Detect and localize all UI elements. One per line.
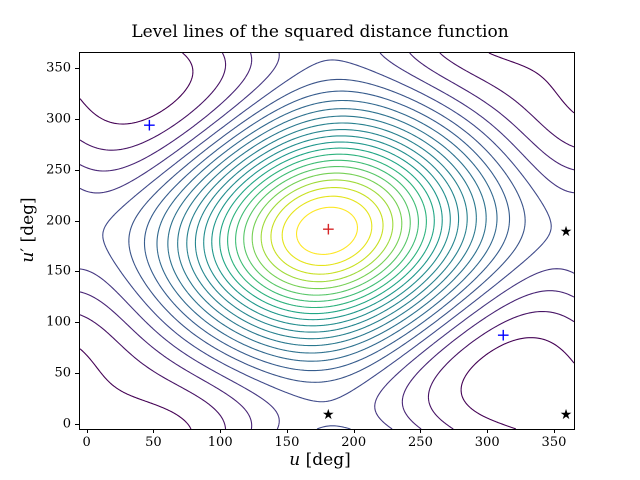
y-tick-mark: [75, 373, 79, 375]
contour-plot-svg: [80, 53, 574, 429]
y-tick-label: 100: [46, 314, 71, 330]
x-axis-label: u [deg]: [289, 450, 351, 470]
contour-line: [227, 153, 427, 309]
contour-line: [80, 53, 574, 429]
x-tick-mark: [487, 429, 489, 433]
x-tick-mark: [220, 429, 222, 433]
x-tick-mark: [286, 429, 288, 433]
x-tick-label: 350: [541, 435, 567, 450]
contour-line: [156, 99, 498, 362]
x-tick-label: 300: [474, 435, 500, 450]
contour-line: [80, 53, 574, 429]
x-tick-mark: [553, 429, 555, 433]
x-tick-mark: [153, 429, 155, 433]
y-tick-mark: [75, 119, 79, 121]
y-tick-label: 250: [46, 162, 71, 178]
y-tick-label: 300: [46, 111, 71, 127]
contour-line: [295, 206, 359, 255]
red-plus-marker: +: [321, 219, 336, 240]
contour-line: [260, 179, 394, 283]
x-tick-label: 250: [408, 435, 433, 450]
y-tick-label: 0: [62, 416, 71, 432]
y-tick-label: 200: [46, 213, 71, 229]
contour-line: [167, 108, 487, 354]
contour-line: [177, 115, 477, 347]
contour-line: [194, 129, 460, 333]
x-tick-label: 50: [145, 435, 162, 450]
contour-line: [102, 59, 552, 429]
y-tick-label: 350: [46, 60, 71, 76]
x-tick-mark: [86, 429, 88, 433]
black-star-marker-2: ★: [559, 406, 573, 423]
contour-line: [143, 90, 511, 372]
x-tick-label: 0: [82, 435, 91, 450]
y-tick-mark: [75, 322, 79, 324]
plot-area: [79, 52, 575, 430]
y-tick-mark: [75, 423, 79, 425]
blue-plus-marker-1: +: [142, 115, 157, 136]
contour-line: [281, 195, 373, 267]
x-tick-mark: [353, 429, 355, 433]
contour-line: [80, 53, 574, 429]
contour-line: [251, 172, 403, 290]
y-tick-mark: [75, 68, 79, 70]
x-tick-mark: [420, 429, 422, 433]
contour-line: [243, 166, 411, 296]
x-tick-label: 200: [341, 435, 367, 450]
black-star-marker-3: ★: [322, 406, 335, 423]
x-tick-label: 100: [207, 435, 233, 450]
y-tick-label: 150: [46, 263, 71, 279]
page-title: Level lines of the squared distance func…: [131, 22, 509, 42]
contour-line: [186, 122, 468, 340]
contour-line: [235, 159, 419, 302]
black-star-marker-1: ★: [559, 223, 573, 240]
x-tick-label: 150: [274, 435, 300, 450]
contour-line: [128, 78, 526, 383]
y-tick-label: 50: [54, 365, 71, 381]
y-tick-mark: [75, 271, 79, 273]
y-axis-label: u′ [deg]: [18, 197, 38, 263]
contour-line: [211, 141, 443, 321]
contour-line: [80, 53, 574, 429]
contour-line: [203, 135, 451, 327]
blue-plus-marker-2: +: [496, 325, 511, 345]
contour-line: [270, 186, 384, 275]
y-tick-mark: [75, 169, 79, 171]
contour-line: [219, 147, 435, 315]
y-tick-mark: [75, 220, 79, 222]
